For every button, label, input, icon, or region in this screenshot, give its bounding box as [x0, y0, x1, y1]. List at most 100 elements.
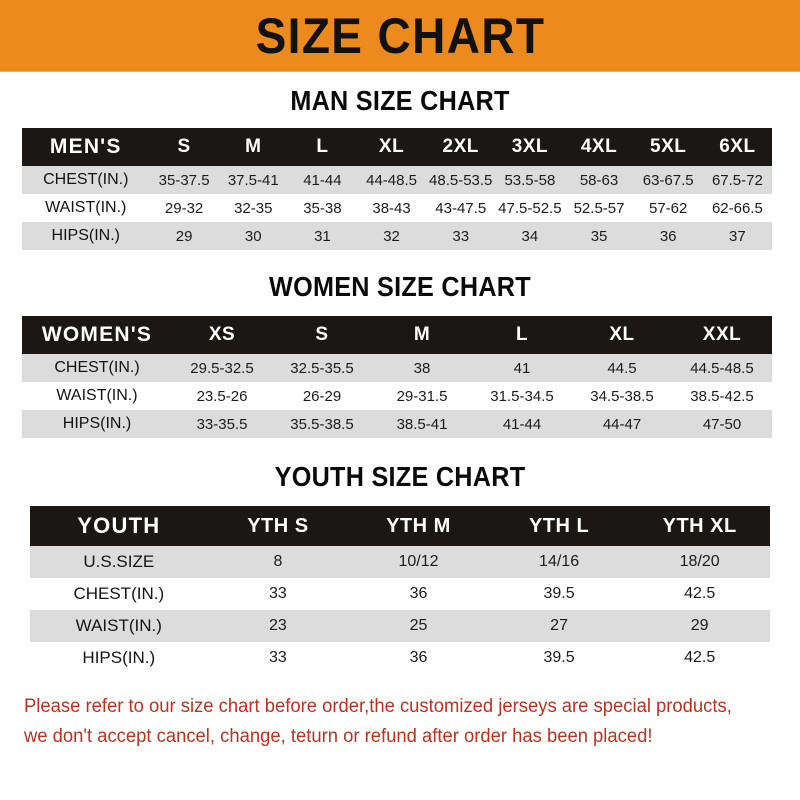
women-column-header-2: S: [315, 324, 329, 345]
women-cell: 44-47: [602, 415, 642, 433]
women-row-label: CHEST(IN.): [54, 359, 140, 376]
men-cell: 35: [590, 227, 608, 245]
disclaimer: Please refer to our size chart before or…: [24, 692, 753, 752]
youth-row-label: U.S.SIZE: [83, 552, 155, 571]
youth-size-table-wrapper: YOUTH YTH S YTH M YTH L YTH XL U.S.SIZE 8 10/12…: [30, 506, 770, 674]
youth-row-label: CHEST(IN.): [73, 584, 165, 603]
youth-header-row-label: YOUTH: [77, 513, 161, 538]
women-cell: 44.5-48.5: [690, 359, 754, 377]
women-column-header-3: M: [413, 324, 431, 345]
men-cell: 58-63: [579, 171, 619, 189]
women-cell: 32.5-35.5: [290, 359, 354, 377]
men-cell: 29: [175, 227, 193, 245]
women-header-row-label: WOMEN'S: [41, 323, 153, 346]
youth-column-header-2: YTH M: [386, 514, 451, 537]
table-row: HIPS(IN.) 29 30 31 32 33 34 35 36 37: [22, 222, 772, 250]
men-cell: 57-62: [649, 199, 688, 217]
women-cell: 34.5-38.5: [590, 387, 654, 405]
men-column-header-1: S: [177, 136, 191, 157]
table-row: CHEST(IN.) 35-37.5 37.5-41 41-44 44-48.5 48.5…: [22, 166, 772, 194]
women-table-header-row: WOMEN'S XS S M L XL XXL: [22, 316, 772, 354]
men-row-label: CHEST(IN.): [43, 171, 129, 188]
men-cell: 32: [383, 227, 400, 245]
women-row-label: HIPS(IN.): [62, 415, 132, 432]
men-row-label: WAIST(IN.): [45, 199, 127, 216]
table-row: WAIST(IN.) 23 25 27 29: [30, 610, 770, 642]
banner: SIZE CHART: [0, 0, 800, 72]
men-column-header-4: XL: [378, 136, 405, 157]
women-column-header-5: XL: [609, 324, 635, 345]
men-cell: 62-66.5: [711, 199, 763, 217]
youth-cell: 23: [268, 617, 287, 634]
men-column-header-3: L: [316, 136, 329, 157]
youth-cell: 10/12: [398, 553, 439, 570]
men-cell: 37.5-41: [227, 171, 279, 189]
men-cell: 53.5-58: [504, 171, 556, 189]
men-cell: 44-48.5: [366, 171, 417, 189]
women-cell: 26-29: [302, 387, 342, 405]
women-cell: 38.5-42.5: [690, 387, 754, 405]
men-column-header-5: 2XL: [442, 136, 479, 157]
youth-cell: 8: [273, 553, 283, 570]
youth-cell: 39.5: [543, 649, 575, 666]
men-cell: 37: [729, 227, 746, 245]
men-cell: 43-47.5: [435, 199, 487, 217]
women-cell: 33-35.5: [196, 415, 248, 433]
men-table-header-row: MEN'S S M L XL 2XL 3XL 4XL 5XL 6XL: [22, 128, 772, 166]
men-cell: 47.5-52.5: [498, 199, 562, 217]
youth-section-title: YOUTH SIZE CHART: [274, 461, 526, 492]
women-cell: 35.5-38.5: [290, 415, 354, 433]
men-cell: 31: [314, 227, 331, 245]
youth-cell: 27: [550, 617, 568, 634]
youth-column-header-4: YTH XL: [662, 514, 737, 537]
women-cell: 44.5: [607, 359, 637, 377]
women-cell: 41-44: [502, 415, 542, 433]
men-row-label: HIPS(IN.): [51, 227, 120, 244]
disclaimer-line-2: we don't accept cancel, change, teturn o…: [24, 726, 653, 747]
youth-cell: 36: [409, 649, 428, 666]
youth-cell: 25: [409, 617, 428, 634]
women-row-label: WAIST(IN.): [56, 387, 138, 404]
disclaimer-line-1: Please refer to our size chart before or…: [24, 696, 732, 717]
women-column-header-4: L: [515, 324, 529, 345]
table-row: U.S.SIZE 8 10/12 14/16 18/20: [30, 546, 770, 578]
youth-row-label: WAIST(IN.): [75, 616, 162, 635]
table-row: CHEST(IN.) 33 36 39.5 42.5: [30, 578, 770, 610]
women-cell: 38: [413, 359, 431, 377]
women-section-title: WOMEN SIZE CHART: [269, 271, 531, 302]
men-cell: 63-67.5: [642, 171, 694, 189]
men-cell: 48.5-53.5: [429, 171, 493, 189]
men-header-row-label: MEN'S: [49, 135, 122, 158]
youth-cell: 18/20: [679, 553, 720, 570]
women-cell: 29.5-32.5: [190, 359, 254, 377]
youth-cell: 29: [690, 617, 709, 634]
table-row: CHEST(IN.) 29.5-32.5 32.5-35.5 38 41 44.5 44.5…: [22, 354, 772, 382]
men-cell: 32-35: [234, 199, 273, 217]
women-cell: 31.5-34.5: [490, 387, 554, 405]
men-column-header-6: 3XL: [511, 136, 549, 157]
youth-column-header-1: YTH S: [247, 514, 309, 537]
men-cell: 36: [659, 227, 677, 245]
youth-cell: 42.5: [684, 649, 716, 666]
women-size-table-wrapper: WOMEN'S XS S M L XL XXL CHEST(IN.) 29.5-32.5 32.5…: [22, 316, 772, 438]
men-column-header-8: 5XL: [650, 136, 687, 157]
youth-cell: 39.5: [543, 585, 575, 602]
men-cell: 41-44: [303, 171, 342, 189]
men-cell: 52.5-57: [573, 199, 625, 217]
women-size-table: WOMEN'S XS S M L XL XXL CHEST(IN.) 29.5-32.5 32.5…: [22, 316, 772, 438]
man-section-title: MAN SIZE CHART: [290, 85, 510, 116]
youth-cell: 33: [268, 649, 287, 666]
youth-size-table: YOUTH YTH S YTH M YTH L YTH XL U.S.SIZE 8 10/12…: [30, 506, 770, 674]
men-cell: 38-43: [372, 199, 411, 217]
men-column-header-2: M: [245, 136, 262, 157]
youth-cell: 42.5: [684, 585, 716, 602]
men-size-table-wrapper: MEN'S S M L XL 2XL 3XL 4XL 5XL 6XL CHEST(IN.) 35-37…: [22, 128, 772, 250]
youth-row-label: HIPS(IN.): [82, 648, 156, 667]
youth-cell: 36: [409, 585, 428, 602]
youth-cell: 14/16: [539, 553, 580, 570]
men-column-header-7: 4XL: [580, 136, 618, 157]
men-cell: 34: [521, 227, 539, 245]
men-cell: 35-38: [303, 199, 342, 217]
men-size-table: MEN'S S M L XL 2XL 3XL 4XL 5XL 6XL CHEST(IN.) 35-37…: [22, 128, 772, 250]
youth-cell: 33: [268, 585, 287, 602]
